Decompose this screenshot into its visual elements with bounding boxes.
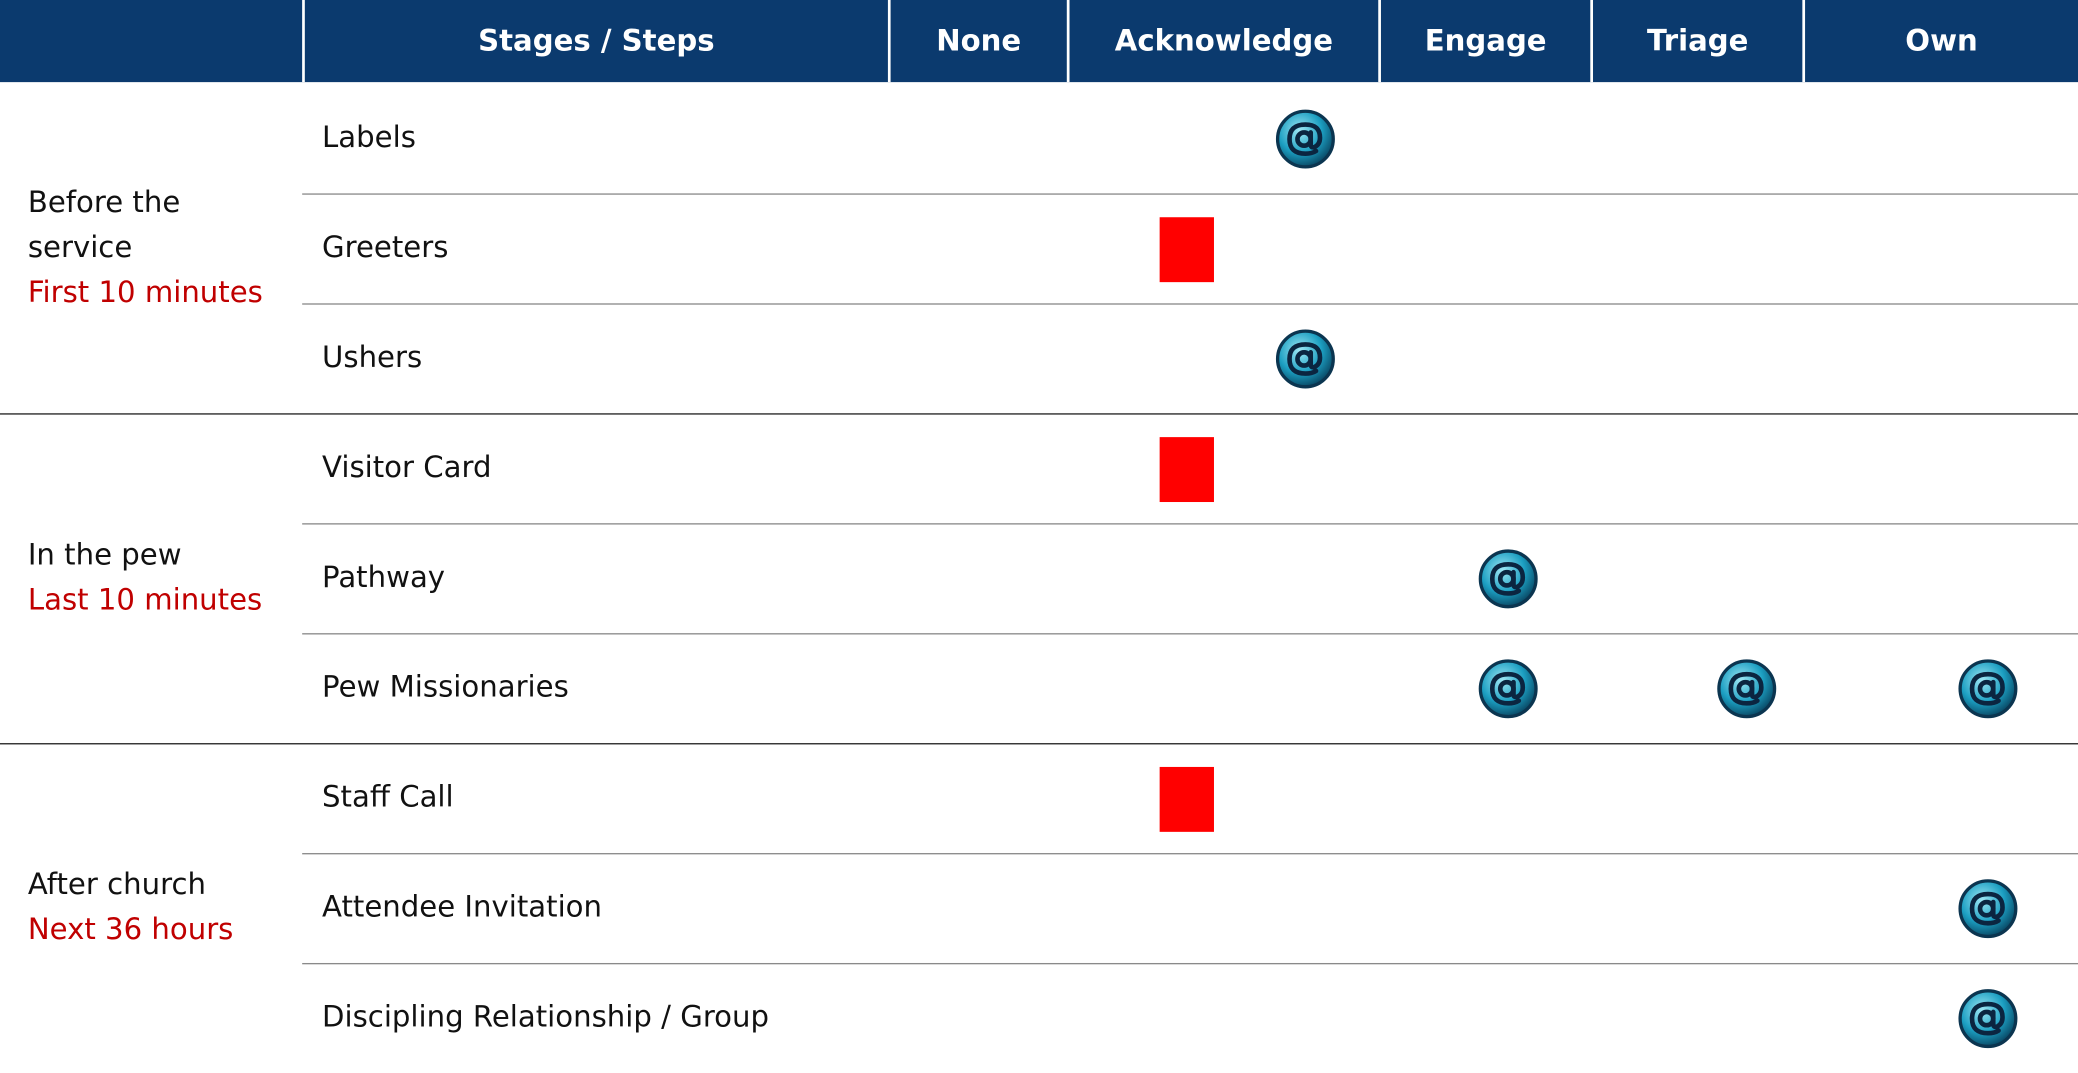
column-header: Engage — [1378, 0, 1591, 83]
column-header: None — [887, 0, 1067, 83]
group-label: After church Next 36 hours — [28, 743, 234, 1073]
column-header: Acknowledge — [1066, 0, 1379, 83]
row-divider — [302, 633, 2078, 635]
group-time: Next 36 hours — [27, 913, 234, 947]
email-icon — [1717, 658, 1777, 718]
group-label: Before the service First 10 minutes — [28, 83, 263, 413]
group-time: Last 10 minutes — [27, 583, 263, 617]
row-divider — [302, 853, 2078, 855]
red-marker — [1159, 436, 1214, 502]
step-label: Attendee Invitation — [322, 891, 602, 925]
email-icon — [1478, 548, 1538, 608]
row-divider — [302, 303, 2078, 305]
step-label: Ushers — [322, 341, 423, 375]
column-header: Own — [1802, 0, 2078, 83]
group-time: First 10 minutes — [27, 276, 263, 310]
step-label: Staff Call — [322, 781, 454, 815]
group-name: Before the service — [27, 186, 181, 265]
red-marker — [1159, 766, 1214, 832]
step-label: Pew Missionaries — [322, 671, 569, 705]
group-name: In the pew — [27, 538, 182, 572]
step-label: Discipling Relationship / Group — [322, 1001, 770, 1035]
group-label: In the pew Last 10 minutes — [28, 413, 262, 743]
group-divider — [0, 743, 2078, 745]
red-marker — [1159, 216, 1214, 282]
row-divider — [302, 962, 2078, 965]
email-icon — [1958, 878, 2018, 938]
step-label: Pathway — [322, 561, 446, 595]
email-icon — [1478, 658, 1538, 718]
email-icon — [1275, 328, 1335, 388]
row-divider — [302, 523, 2078, 525]
header-blank — [0, 0, 303, 83]
group-name: After church — [27, 868, 206, 902]
step-label: Labels — [322, 121, 416, 155]
column-header: Stages / Steps — [302, 0, 888, 83]
step-label: Greeters — [322, 231, 449, 265]
group-divider — [0, 413, 2078, 415]
email-icon — [1275, 108, 1335, 168]
email-icon — [1958, 988, 2018, 1048]
row-divider — [302, 193, 2078, 195]
column-header: Triage — [1590, 0, 1803, 83]
step-label: Visitor Card — [322, 451, 492, 485]
email-icon — [1958, 658, 2018, 718]
